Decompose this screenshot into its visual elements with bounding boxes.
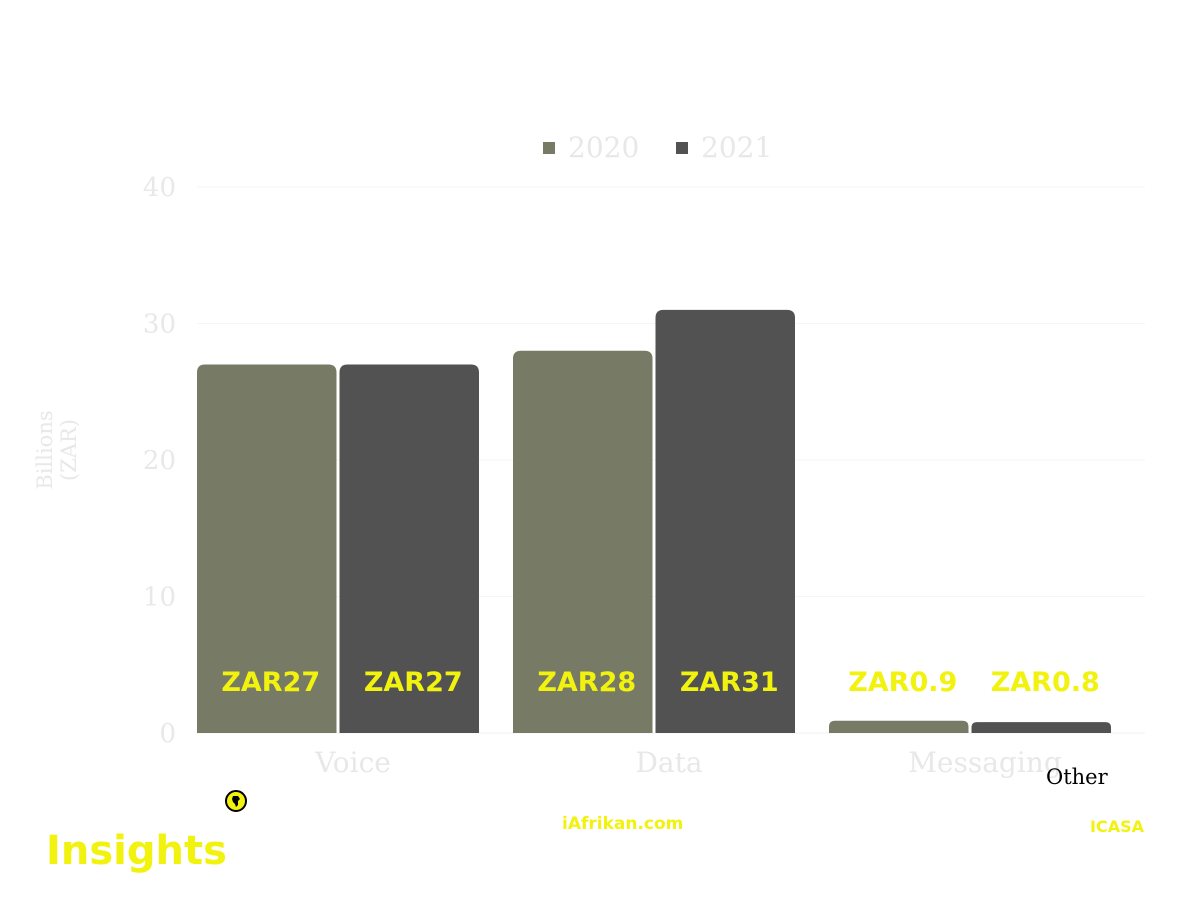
data-label: ZAR31 xyxy=(680,667,779,698)
y-tick-label: 0 xyxy=(159,719,176,749)
bar-2020-messaging xyxy=(829,720,969,733)
y-axis-label-line: (ZAR) xyxy=(57,419,81,481)
data-label: ZAR28 xyxy=(537,667,636,698)
legend-label: 2020 xyxy=(568,131,639,164)
y-tick-label: 20 xyxy=(143,446,176,476)
x-tick-label: Data xyxy=(635,746,702,779)
bar-2020-data xyxy=(513,350,653,733)
y-tick-label: 10 xyxy=(143,583,176,613)
data-label: ZAR0.9 xyxy=(848,667,957,698)
y-axis-label-line: Billions xyxy=(33,410,57,489)
y-tick-label: 30 xyxy=(143,310,176,340)
source-text: ICASA xyxy=(1090,817,1144,836)
data-label: ZAR27 xyxy=(364,667,463,698)
bar-chart: 0 10 20 30 40 Billions(ZAR) ZAR27 ZAR27 Voice ZAR… xyxy=(33,131,1145,779)
y-axis-label: Billions(ZAR) xyxy=(33,410,81,489)
other-label: Other xyxy=(1046,765,1108,789)
x-tick-label: Voice xyxy=(314,746,391,779)
legend-swatch-2021 xyxy=(676,142,688,154)
legend-swatch-2020 xyxy=(543,142,555,154)
bar-2021-messaging xyxy=(971,722,1111,733)
site-link[interactable]: iAfrikan.com xyxy=(562,814,684,834)
data-label: ZAR0.8 xyxy=(991,667,1100,698)
bar-2021-data xyxy=(655,309,795,733)
legend-label: 2021 xyxy=(701,131,772,164)
x-tick-label: Messaging xyxy=(908,746,1062,779)
y-tick-label: 40 xyxy=(143,173,176,203)
brand-insights: Insights xyxy=(46,828,227,874)
data-label: ZAR27 xyxy=(221,667,320,698)
bar-2020-voice xyxy=(197,364,337,733)
bar-2021-voice xyxy=(339,364,479,733)
africa-map-icon xyxy=(225,790,247,812)
